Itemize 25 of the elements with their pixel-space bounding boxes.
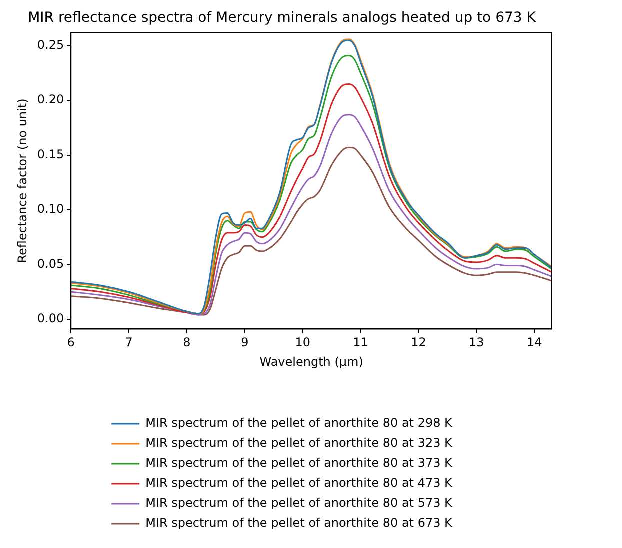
x-tick-label: 14 (526, 336, 542, 350)
x-tick-label: 11 (353, 336, 368, 350)
x-tick-label: 12 (411, 336, 426, 350)
y-tick-label: 0.25 (37, 38, 64, 52)
x-tick-label: 9 (241, 336, 249, 350)
legend-label: MIR spectrum of the pellet of anorthite 80 at 573 K (146, 496, 454, 510)
x-tick-label: 6 (67, 336, 75, 350)
y-tick-label: 0.10 (37, 202, 64, 216)
legend-label: MIR spectrum of the pellet of anorthite 80 at 298 K (146, 416, 454, 430)
y-tick-label: 0.15 (37, 147, 64, 162)
legend-label: MIR spectrum of the pellet of anorthite 80 at 323 K (146, 436, 454, 450)
legend-label: MIR spectrum of the pellet of anorthite 80 at 473 K (146, 476, 454, 490)
line-series (71, 146, 552, 316)
legend-label: MIR spectrum of the pellet of anorthite 80 at 373 K (146, 456, 454, 470)
x-tick-label: 10 (295, 336, 311, 350)
y-tick-label: 0.00 (37, 311, 64, 326)
chart-title: MIR reflectance spectra of Mercury minerals analogs heated up to 673 K (28, 10, 537, 26)
y-axis-title: Reflectance factor (no unit) (15, 98, 30, 264)
y-tick-label: 0.20 (37, 92, 64, 107)
x-tick-label: 13 (469, 336, 484, 350)
x-axis-title: Wavelength (μm) (260, 354, 364, 369)
x-tick-label: 7 (125, 336, 133, 350)
legend-label: MIR spectrum of the pellet of anorthite 80 at 673 K (146, 516, 454, 530)
y-tick-label: 0.05 (37, 256, 64, 271)
x-tick-label: 8 (183, 336, 191, 350)
